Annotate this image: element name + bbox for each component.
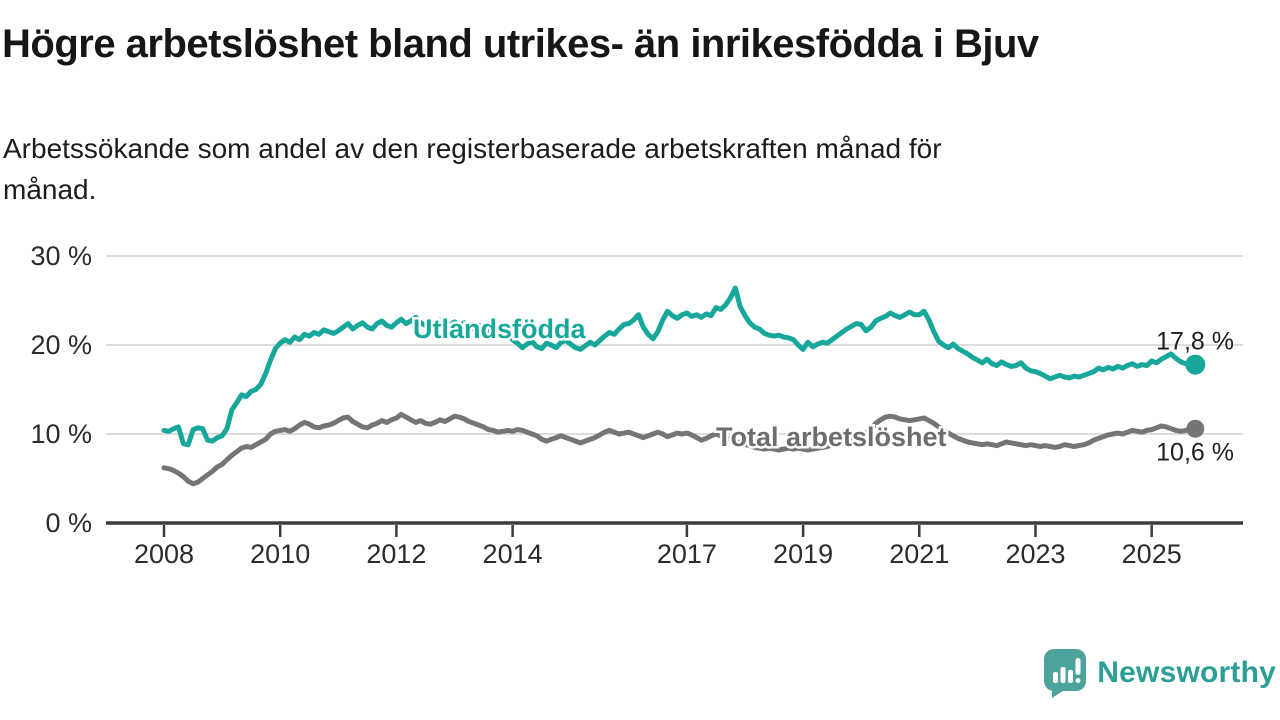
- y-tick-label: 0 %: [45, 508, 92, 538]
- chart-subtitle: Arbetssökande som andel av den registerb…: [3, 128, 1178, 210]
- x-tick-label: 2025: [1122, 539, 1182, 569]
- logo-bar-1: [1053, 672, 1059, 683]
- x-tick-label: 2014: [483, 539, 543, 569]
- newsworthy-wordmark: Newsworthy: [1097, 656, 1276, 689]
- logo-exclamation-bar: [1075, 658, 1081, 675]
- plot-svg: 0 % 10 % 20 % 30 % 2008 2010 2012 2014 2017 2019 2…: [30, 241, 1243, 569]
- x-tick-label: 2010: [250, 539, 310, 569]
- x-tick-label: 2012: [366, 539, 426, 569]
- newsworthy-logo: Newsworthy: [1041, 647, 1276, 699]
- x-tick-label: 2021: [889, 539, 949, 569]
- y-tick-label: 20 %: [30, 330, 92, 360]
- x-tick-label: 2017: [657, 539, 717, 569]
- end-value-label-total: 10,6 %: [1156, 439, 1234, 467]
- series-line-total: [161, 411, 1198, 487]
- y-tick-label: 10 %: [30, 419, 92, 449]
- x-tick-label: 2019: [773, 539, 833, 569]
- series-line-utlandsfodda: [161, 285, 1198, 448]
- logo-exclamation-dot: [1075, 678, 1081, 683]
- series-end-dot-utlandsfodda: [1185, 354, 1206, 375]
- series-end-dot-total: [1186, 419, 1205, 438]
- series-label-total: Total arbetslöshet: [716, 422, 947, 452]
- newsworthy-logo-icon: [1044, 649, 1087, 698]
- x-tick-label: 2023: [1005, 539, 1065, 569]
- end-value-label-utlandsfodda: 17,8 %: [1156, 328, 1234, 356]
- line-chart: 0 % 10 % 20 % 30 % 2008 2010 2012 2014 2017 2019 2…: [0, 230, 1280, 620]
- chart-title: Högre arbetslöshet bland utrikes- än inr…: [2, 22, 1039, 66]
- logo-bubble-tail: [1052, 687, 1067, 698]
- logo-bar-2: [1060, 667, 1066, 683]
- x-tick-label: 2008: [134, 539, 194, 569]
- series-label-utlandsfodda: Utlandsfödda: [413, 314, 586, 344]
- y-tick-label: 30 %: [30, 241, 92, 271]
- chart-subtitle-line-2: månad.: [3, 174, 97, 206]
- chart-subtitle-line-1: Arbetssökande som andel av den registerb…: [3, 133, 942, 164]
- logo-bar-3: [1068, 670, 1074, 683]
